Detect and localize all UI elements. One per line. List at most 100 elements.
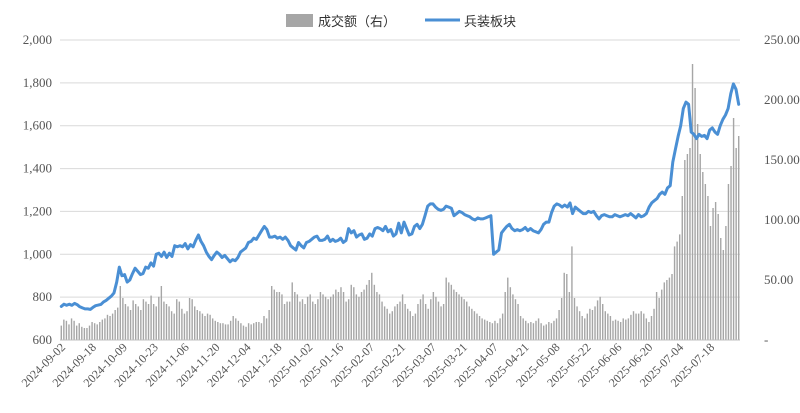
volume-bar	[247, 323, 250, 340]
volume-bar	[340, 287, 342, 340]
volume-bar	[689, 148, 691, 340]
volume-bar	[332, 294, 334, 340]
volume-bar	[550, 323, 553, 340]
volume-bar	[694, 88, 696, 340]
volume-bar	[481, 318, 483, 340]
volume-bar	[483, 319, 486, 340]
volume-bar	[422, 294, 424, 340]
y-left-tick-label: 1,200	[23, 203, 52, 218]
y-left-tick-label: 1,000	[23, 246, 52, 261]
volume-bar	[542, 325, 545, 340]
volume-bar	[217, 322, 219, 340]
volume-bar	[404, 304, 406, 340]
volume-bar	[709, 226, 712, 340]
volume-bar	[401, 294, 404, 340]
volume-bar	[255, 322, 258, 340]
volume-bar	[450, 284, 453, 340]
volume-bar	[432, 292, 435, 340]
volume-bar	[396, 304, 399, 340]
volume-bar	[371, 272, 373, 340]
volume-bar	[466, 301, 468, 340]
volume-bar	[666, 280, 668, 340]
volume-bar	[324, 296, 327, 340]
volume-bar	[373, 284, 376, 340]
volume-bar	[286, 301, 288, 340]
volume-bar	[589, 308, 591, 340]
volume-bar	[288, 301, 291, 340]
volume-bar	[678, 234, 681, 340]
volume-bar	[342, 292, 345, 340]
volume-bar	[152, 304, 155, 340]
volume-bar	[211, 318, 214, 340]
volume-bar	[581, 316, 583, 340]
volume-bar	[65, 320, 68, 340]
volume-bar	[222, 323, 224, 340]
volume-bar	[63, 319, 65, 340]
volume-bar	[386, 308, 388, 340]
volume-bar	[591, 310, 594, 340]
volume-bar	[376, 292, 378, 340]
volume-bar	[566, 274, 568, 340]
volume-bar	[140, 310, 142, 340]
volume-bar	[738, 136, 740, 340]
volume-bar	[594, 306, 596, 340]
volume-bar	[88, 325, 91, 340]
volume-bar	[668, 277, 671, 340]
volume-bar	[596, 300, 599, 340]
volume-bar	[522, 318, 524, 340]
y-right-tick-label: -	[764, 332, 768, 347]
volume-bar	[555, 318, 558, 340]
volume-bar	[504, 292, 506, 340]
volume-bar	[317, 299, 319, 340]
volume-bar	[312, 301, 314, 340]
volume-bar	[535, 320, 537, 340]
volume-bar	[263, 316, 265, 340]
volume-bar	[345, 301, 347, 340]
volume-bar	[296, 294, 299, 340]
volume-bar	[622, 318, 624, 340]
volume-bar	[702, 172, 704, 340]
volume-bar	[440, 306, 442, 340]
volume-bar	[186, 311, 188, 340]
volume-bar	[355, 294, 358, 340]
volume-bar	[558, 310, 560, 340]
volume-bar	[134, 304, 137, 340]
volume-bar	[609, 316, 612, 340]
volume-bar	[537, 318, 540, 340]
volume-bar	[540, 323, 542, 340]
volume-bar	[560, 298, 563, 340]
volume-bar	[640, 311, 642, 340]
volume-bar	[653, 308, 655, 340]
volume-bar	[358, 296, 360, 340]
volume-bar	[122, 298, 124, 340]
volume-bar	[645, 318, 648, 340]
volume-bar	[389, 313, 391, 340]
volume-bar	[663, 282, 666, 340]
volume-bar	[578, 311, 581, 340]
volume-bar	[722, 250, 725, 340]
volume-bar	[235, 318, 237, 340]
volume-bar	[430, 299, 432, 340]
volume-bar	[147, 304, 150, 340]
y-left-tick-label: 800	[33, 289, 53, 304]
volume-bar	[314, 304, 317, 340]
volume-bar	[330, 296, 332, 340]
y-left-tick-label: 1,800	[23, 75, 52, 90]
volume-bar	[673, 246, 676, 340]
volume-bar	[160, 286, 163, 340]
volume-bar	[545, 324, 547, 340]
volume-bar	[104, 318, 106, 340]
volume-bar	[237, 320, 240, 340]
volume-bar	[253, 323, 255, 340]
volume-bar	[417, 304, 419, 340]
volume-bar	[281, 294, 283, 340]
volume-bar	[525, 320, 527, 340]
volume-bar	[571, 246, 573, 340]
volume-bar	[527, 323, 530, 340]
volume-bar	[219, 323, 222, 340]
volume-bar	[519, 316, 522, 340]
volume-bar	[696, 124, 699, 340]
volume-bar	[632, 311, 635, 340]
volume-bar	[368, 280, 370, 340]
